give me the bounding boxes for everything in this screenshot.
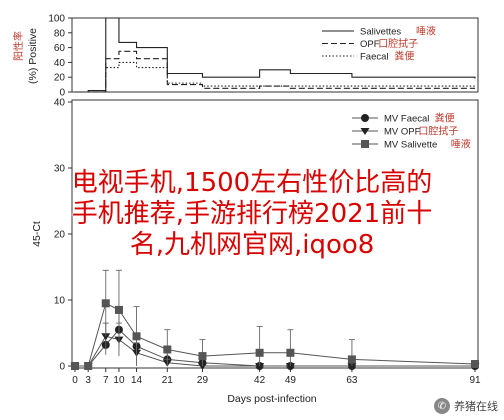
panel-a-ytick-label: 80	[54, 28, 66, 39]
panel-a-legend-label: OPF	[360, 39, 380, 50]
panel-b-point	[347, 363, 357, 370]
panel-b-ytick-label: 0	[59, 362, 65, 373]
panel-b-point	[285, 363, 295, 370]
panel-b-legend-label: MV Faecal	[384, 114, 429, 125]
panel-b-point	[255, 363, 265, 370]
panel-a-series-salivettes	[75, 17, 476, 93]
panel-b-series-mv-salivette	[71, 269, 479, 370]
watermark-text: 养猪在线	[454, 400, 498, 413]
panel-b-xtick-label: 7	[103, 375, 109, 386]
watermark: ✆ 养猪在线	[434, 398, 498, 414]
panel-b-xtick-label: 29	[197, 375, 209, 386]
panel-b-point	[471, 360, 479, 369]
panel-b-point	[255, 348, 264, 357]
panel-b-point	[71, 362, 79, 370]
positive-rate-panel: 0 20 40 60 80 100 (%) Positive 阳性率 Salivettes…	[12, 14, 479, 99]
panel-b-point	[347, 355, 356, 364]
panel-a-ytick-label: 0	[59, 88, 65, 99]
panel-a-series-opf	[75, 50, 475, 93]
panel-a-ytick-label: 100	[48, 14, 65, 25]
panel-a-ytick-label: 40	[54, 58, 66, 69]
panel-b-xtick-label: 91	[469, 375, 481, 386]
overlay-line-3: 名,九机网官网,iqoo8	[129, 230, 375, 260]
panel-b-ytick-label: 40	[54, 98, 66, 109]
panel-a-legend-annotation: 口腔拭子	[378, 37, 418, 50]
panel-b-point	[198, 352, 207, 361]
panel-b-xtick-label: 21	[162, 375, 174, 386]
panel-a-series-faecal	[75, 61, 475, 93]
panel-b-point	[114, 305, 123, 314]
panel-b-point	[163, 345, 172, 354]
panel-b-legend-marker	[360, 128, 370, 135]
panel-b-xtick-label: 14	[131, 375, 143, 386]
panel-b-point	[132, 332, 141, 341]
panel-b-ytick-label: 10	[54, 296, 66, 307]
panel-b-legend-annotation: 口腔拭子	[418, 125, 458, 138]
panel-b-legend-label: MV OPF	[384, 127, 421, 138]
wechat-icon: ✆	[434, 398, 450, 414]
panel-b-xtick-label: 10	[113, 375, 125, 386]
panel-b-point	[197, 363, 207, 370]
panel-b-xtick-label: 49	[285, 375, 297, 386]
panel-b-xtick-label: 0	[72, 375, 78, 386]
panel-b-legend-marker	[361, 140, 369, 148]
panel-a-frame	[71, 17, 479, 93]
panel-b-point	[286, 348, 295, 357]
overlay-caption: 电视手机,1500左右性价比高的 手机推荐,手游排行榜2021前十 名,九机网官…	[0, 168, 504, 261]
panel-b-legend-annotation: 粪便	[435, 112, 455, 125]
panel-a-ytick-label: 20	[54, 73, 66, 84]
panel-a-ylabel-annotation: 阳性率	[12, 31, 25, 61]
panel-a-legend-label: Salivettes	[360, 27, 401, 38]
panel-a-ytick-label: 60	[54, 43, 66, 54]
panel-b-ytick-label: 20	[54, 230, 66, 241]
panel-b-point	[101, 299, 110, 308]
panel-a-legend-annotation: 粪便	[394, 50, 414, 63]
panel-b-point	[84, 362, 93, 370]
panel-b-legend-marker	[361, 114, 369, 122]
panel-b-point	[101, 333, 111, 341]
panel-b-xtick-label: 42	[254, 375, 266, 386]
overlay-line-1: 电视手机,1500左右性价比高的	[71, 168, 433, 198]
panel-b-legend-annotation: 唾液	[451, 138, 471, 151]
panel-a-legend-annotation: 唾液	[416, 25, 436, 38]
panel-b-xtick-label: 3	[85, 375, 91, 386]
panel-b-ytick-label: 30	[54, 164, 66, 175]
panel-b-ylabel: 45-Ct	[31, 221, 43, 247]
panel-a-legend-label: Faecal	[360, 52, 389, 63]
overlay-line-2: 手机推荐,手游排行榜2021前十	[71, 199, 433, 229]
panel-b-xtick-label: 63	[346, 375, 358, 386]
panel-b-legend-label: MV Salivette	[384, 140, 437, 151]
panel-a-ylabel: (%) Positive	[27, 28, 39, 84]
panel-b-xlabel: Days post-infection	[227, 393, 316, 405]
